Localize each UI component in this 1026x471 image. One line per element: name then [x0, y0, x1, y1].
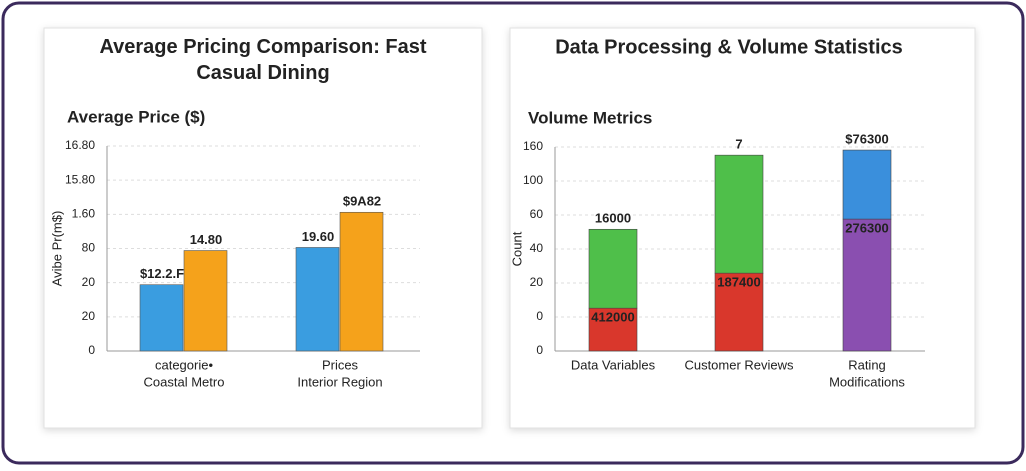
y-tick-label: 16.80: [65, 138, 95, 152]
value-label: 276300: [845, 221, 888, 236]
value-label: 19.60: [302, 229, 335, 244]
y-tick-label: 80: [82, 241, 96, 255]
x-tick-label: Prices: [322, 357, 359, 372]
x-tick-label: Coastal Metro: [144, 374, 225, 389]
y-tick-label: 0: [536, 309, 543, 323]
panel: [43, 27, 483, 429]
y-tick-label: 20: [530, 275, 544, 289]
chart-title: Data Processing & Volume Statistics: [555, 36, 903, 58]
x-tick-label: Interior Region: [297, 374, 382, 389]
y-tick-label: 100: [523, 173, 543, 187]
y-tick-label: 20: [82, 275, 96, 289]
bar-segment: [714, 272, 764, 352]
bar: [295, 247, 340, 352]
value-label: 7: [735, 137, 742, 152]
subtitle: Average Price ($): [67, 107, 205, 126]
bar-segment: [588, 307, 638, 352]
value-label: $12.2.F: [140, 266, 184, 281]
y-tick-label: 20: [82, 309, 96, 323]
value-label: 14.80: [190, 232, 223, 247]
value-label: 412000: [591, 310, 634, 325]
bar-segment: [842, 218, 892, 352]
chart-title: Average Pricing Comparison: Fast Casual D…: [99, 36, 426, 84]
subtitle: Volume Metrics: [528, 108, 652, 127]
y-tick-label: 60: [530, 207, 544, 221]
y-axis-label: Count: [509, 231, 524, 266]
value-label: 187400: [717, 275, 760, 290]
bar: [339, 211, 384, 352]
y-tick-label: 15.80: [65, 172, 95, 186]
x-tick-label: Modifications: [829, 374, 905, 389]
value-label: $9A82: [343, 194, 381, 209]
value-label: 16000: [595, 211, 631, 226]
bar: [183, 250, 228, 352]
y-tick-label: 40: [530, 241, 544, 255]
x-tick-label: Customer Reviews: [684, 357, 794, 372]
y-axis-label: Avibe Pr(m$): [49, 211, 64, 287]
bar-segment: [714, 154, 764, 274]
y-tick-label: 1.60: [72, 207, 96, 221]
x-tick-label: categorie•: [155, 357, 213, 372]
y-tick-label: 160: [523, 139, 543, 153]
bar: [139, 284, 184, 352]
value-label: $76300: [845, 131, 888, 146]
bar-segment: [588, 228, 638, 309]
y-tick-label: 0: [88, 343, 95, 357]
x-tick-label: Rating: [848, 357, 886, 372]
x-tick-label: Data Variables: [571, 357, 656, 372]
y-tick-label: 0: [536, 343, 543, 357]
bar-segment: [842, 149, 892, 220]
